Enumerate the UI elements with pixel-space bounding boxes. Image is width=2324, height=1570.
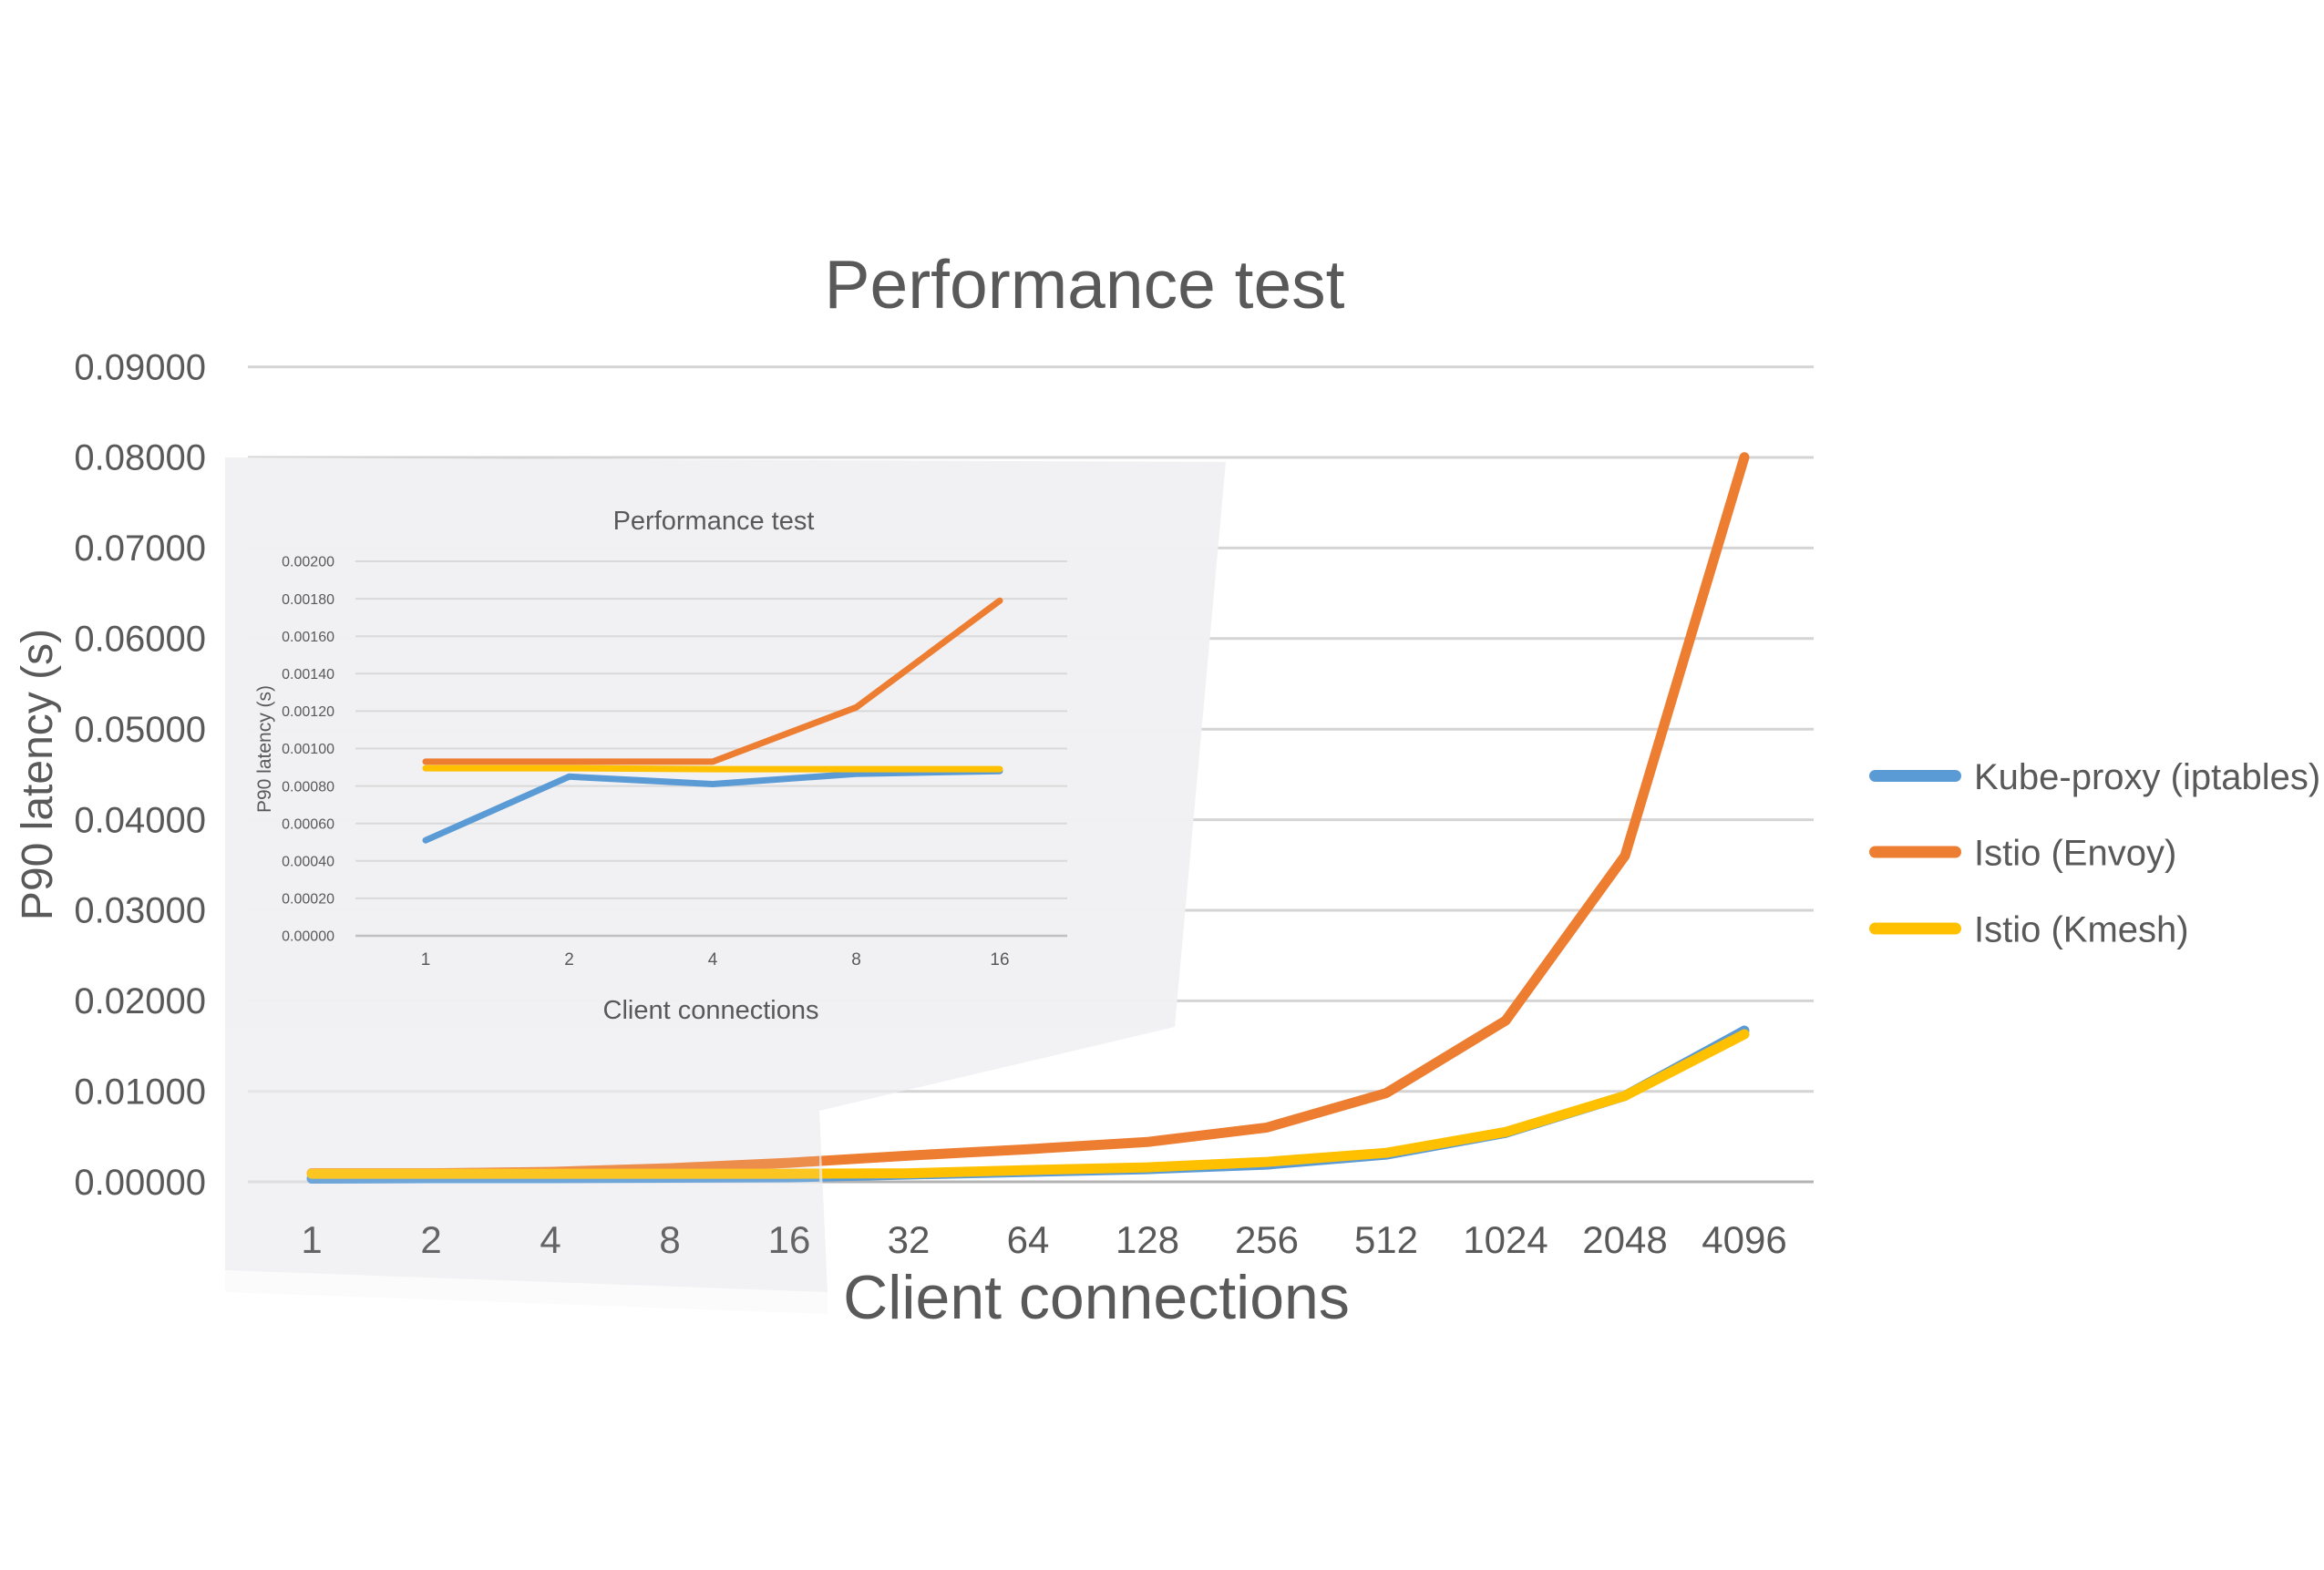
svg-text:512: 512	[1354, 1218, 1418, 1261]
svg-text:P90 latency (s): P90 latency (s)	[254, 685, 275, 813]
svg-text:2: 2	[420, 1218, 441, 1261]
svg-text:0.00200: 0.00200	[282, 555, 334, 570]
svg-text:8: 8	[659, 1218, 680, 1261]
svg-text:0.09000: 0.09000	[74, 347, 206, 387]
svg-text:2: 2	[564, 950, 574, 970]
svg-text:0.06000: 0.06000	[74, 620, 206, 660]
svg-text:1024: 1024	[1463, 1218, 1548, 1261]
svg-text:0.04000: 0.04000	[74, 800, 206, 840]
svg-text:0.00020: 0.00020	[282, 892, 334, 908]
svg-text:8: 8	[851, 950, 861, 970]
svg-text:Istio (Kmesh): Istio (Kmesh)	[1974, 910, 2189, 950]
svg-text:1: 1	[421, 950, 431, 970]
svg-text:0.00160: 0.00160	[282, 630, 334, 645]
svg-text:0.05000: 0.05000	[74, 710, 206, 750]
svg-text:Client connections: Client connections	[603, 996, 819, 1025]
svg-text:16: 16	[990, 950, 1009, 970]
svg-text:1: 1	[301, 1218, 322, 1261]
svg-text:2048: 2048	[1582, 1218, 1667, 1261]
svg-text:256: 256	[1235, 1218, 1299, 1261]
svg-text:0.00140: 0.00140	[282, 667, 334, 682]
svg-text:0.00040: 0.00040	[282, 855, 334, 870]
svg-text:0.00060: 0.00060	[282, 816, 334, 832]
svg-text:0.00000: 0.00000	[74, 1163, 206, 1203]
svg-text:Client connections: Client connections	[843, 1263, 1350, 1332]
svg-text:0.00080: 0.00080	[282, 779, 334, 795]
svg-text:32: 32	[888, 1218, 931, 1261]
svg-text:0.08000: 0.08000	[74, 438, 206, 478]
svg-text:4: 4	[540, 1218, 560, 1261]
svg-text:16: 16	[768, 1218, 811, 1261]
svg-text:0.03000: 0.03000	[74, 891, 206, 931]
svg-text:128: 128	[1116, 1218, 1179, 1261]
svg-text:Istio (Envoy): Istio (Envoy)	[1974, 834, 2176, 874]
svg-text:0.02000: 0.02000	[74, 981, 206, 1021]
svg-text:0.07000: 0.07000	[74, 528, 206, 569]
svg-text:Performance test: Performance test	[613, 507, 815, 536]
svg-text:P90 latency (s): P90 latency (s)	[14, 629, 62, 920]
svg-text:0.01000: 0.01000	[74, 1072, 206, 1113]
svg-text:Performance test: Performance test	[824, 246, 1344, 323]
svg-text:Kube-proxy (iptables): Kube-proxy (iptables)	[1974, 757, 2320, 797]
svg-text:0.00100: 0.00100	[282, 742, 334, 757]
svg-text:4: 4	[708, 950, 718, 970]
svg-text:64: 64	[1007, 1218, 1050, 1261]
svg-text:4096: 4096	[1702, 1218, 1786, 1261]
svg-text:0.00000: 0.00000	[282, 929, 334, 945]
svg-text:0.00180: 0.00180	[282, 592, 334, 608]
svg-text:0.00120: 0.00120	[282, 704, 334, 720]
